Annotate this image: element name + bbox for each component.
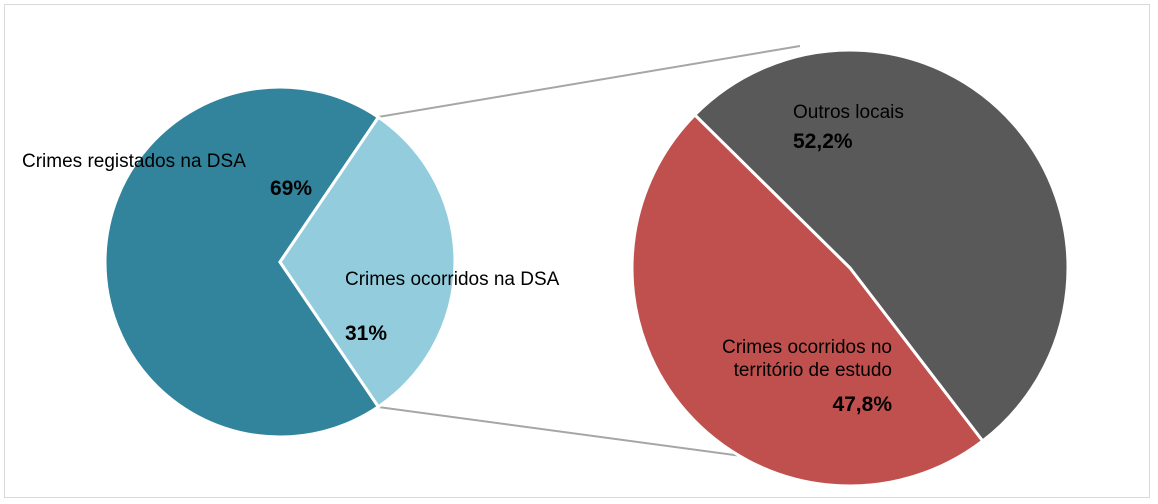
slice-value-label: 31% — [345, 322, 388, 345]
slice-label: Crimes ocorridos na DSA — [345, 269, 560, 290]
chart-frame — [4, 4, 1150, 498]
slice-value-label: 52,2% — [793, 130, 853, 153]
slice-label: Crimes ocorridos no território de estudo — [722, 337, 892, 381]
pie-slice — [103, 85, 381, 439]
connector-line — [377, 45, 801, 118]
pie-slice — [278, 115, 457, 409]
slice-value-label: 47,8% — [832, 393, 892, 416]
pie-slice — [630, 112, 985, 488]
slice-label: Outros locais — [793, 102, 904, 123]
slice-label: Crimes registados na DSA — [22, 151, 246, 172]
slice-value-label: 69% — [269, 177, 312, 200]
pie-slice — [692, 48, 1070, 444]
